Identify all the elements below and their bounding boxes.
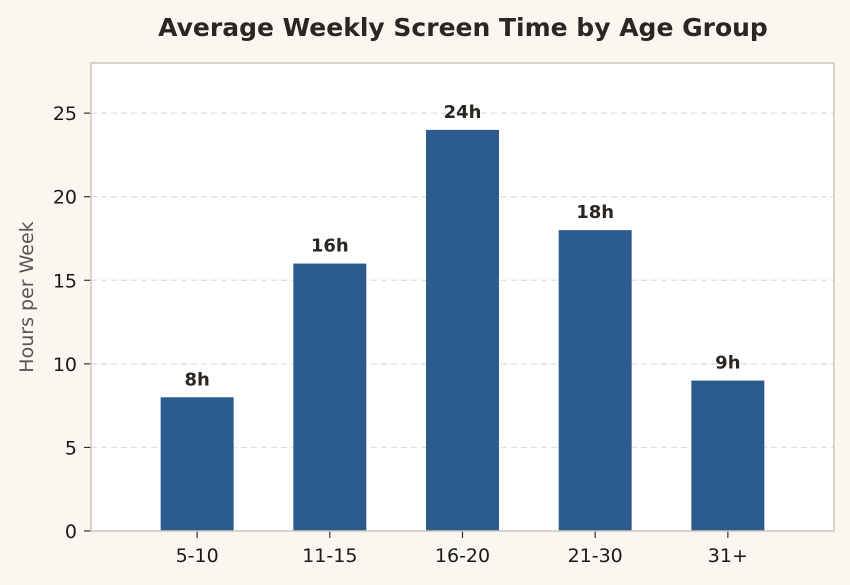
y-tick-label: 25 — [53, 103, 77, 125]
data-label: 9h — [715, 353, 740, 374]
y-tick-label: 5 — [65, 437, 77, 459]
y-axis-ticks: 0 5 10 15 20 25 — [53, 103, 91, 543]
data-label: 16h — [311, 236, 349, 257]
y-axis-label: Hours per Week — [16, 221, 38, 372]
y-tick-label: 0 — [65, 521, 77, 543]
x-tick-label: 21-30 — [568, 545, 623, 567]
data-label: 24h — [444, 102, 482, 123]
bar-31+ — [691, 380, 765, 531]
bar-11-15 — [293, 263, 367, 531]
bar-21-30 — [558, 230, 632, 531]
x-tick-label: 5-10 — [176, 545, 219, 567]
bars — [160, 129, 765, 531]
y-tick-label: 10 — [53, 354, 77, 376]
y-tick-label: 20 — [53, 187, 77, 209]
y-tick-label: 15 — [53, 270, 77, 292]
data-labels: 8h 16h 24h 18h 9h — [184, 102, 740, 390]
plot-frame — [90, 62, 835, 532]
x-axis-ticks: 5-10 11-15 16-20 21-30 31+ — [176, 531, 748, 567]
x-tick-label: 16-20 — [435, 545, 490, 567]
x-tick-label: 31+ — [708, 545, 748, 567]
data-label: 8h — [184, 369, 209, 390]
chart-title: Average Weekly Screen Time by Age Group — [158, 13, 768, 42]
x-tick-label: 11-15 — [302, 545, 357, 567]
bar-5-10 — [160, 397, 234, 531]
data-label: 18h — [576, 202, 614, 223]
bar-16-20 — [426, 129, 499, 531]
